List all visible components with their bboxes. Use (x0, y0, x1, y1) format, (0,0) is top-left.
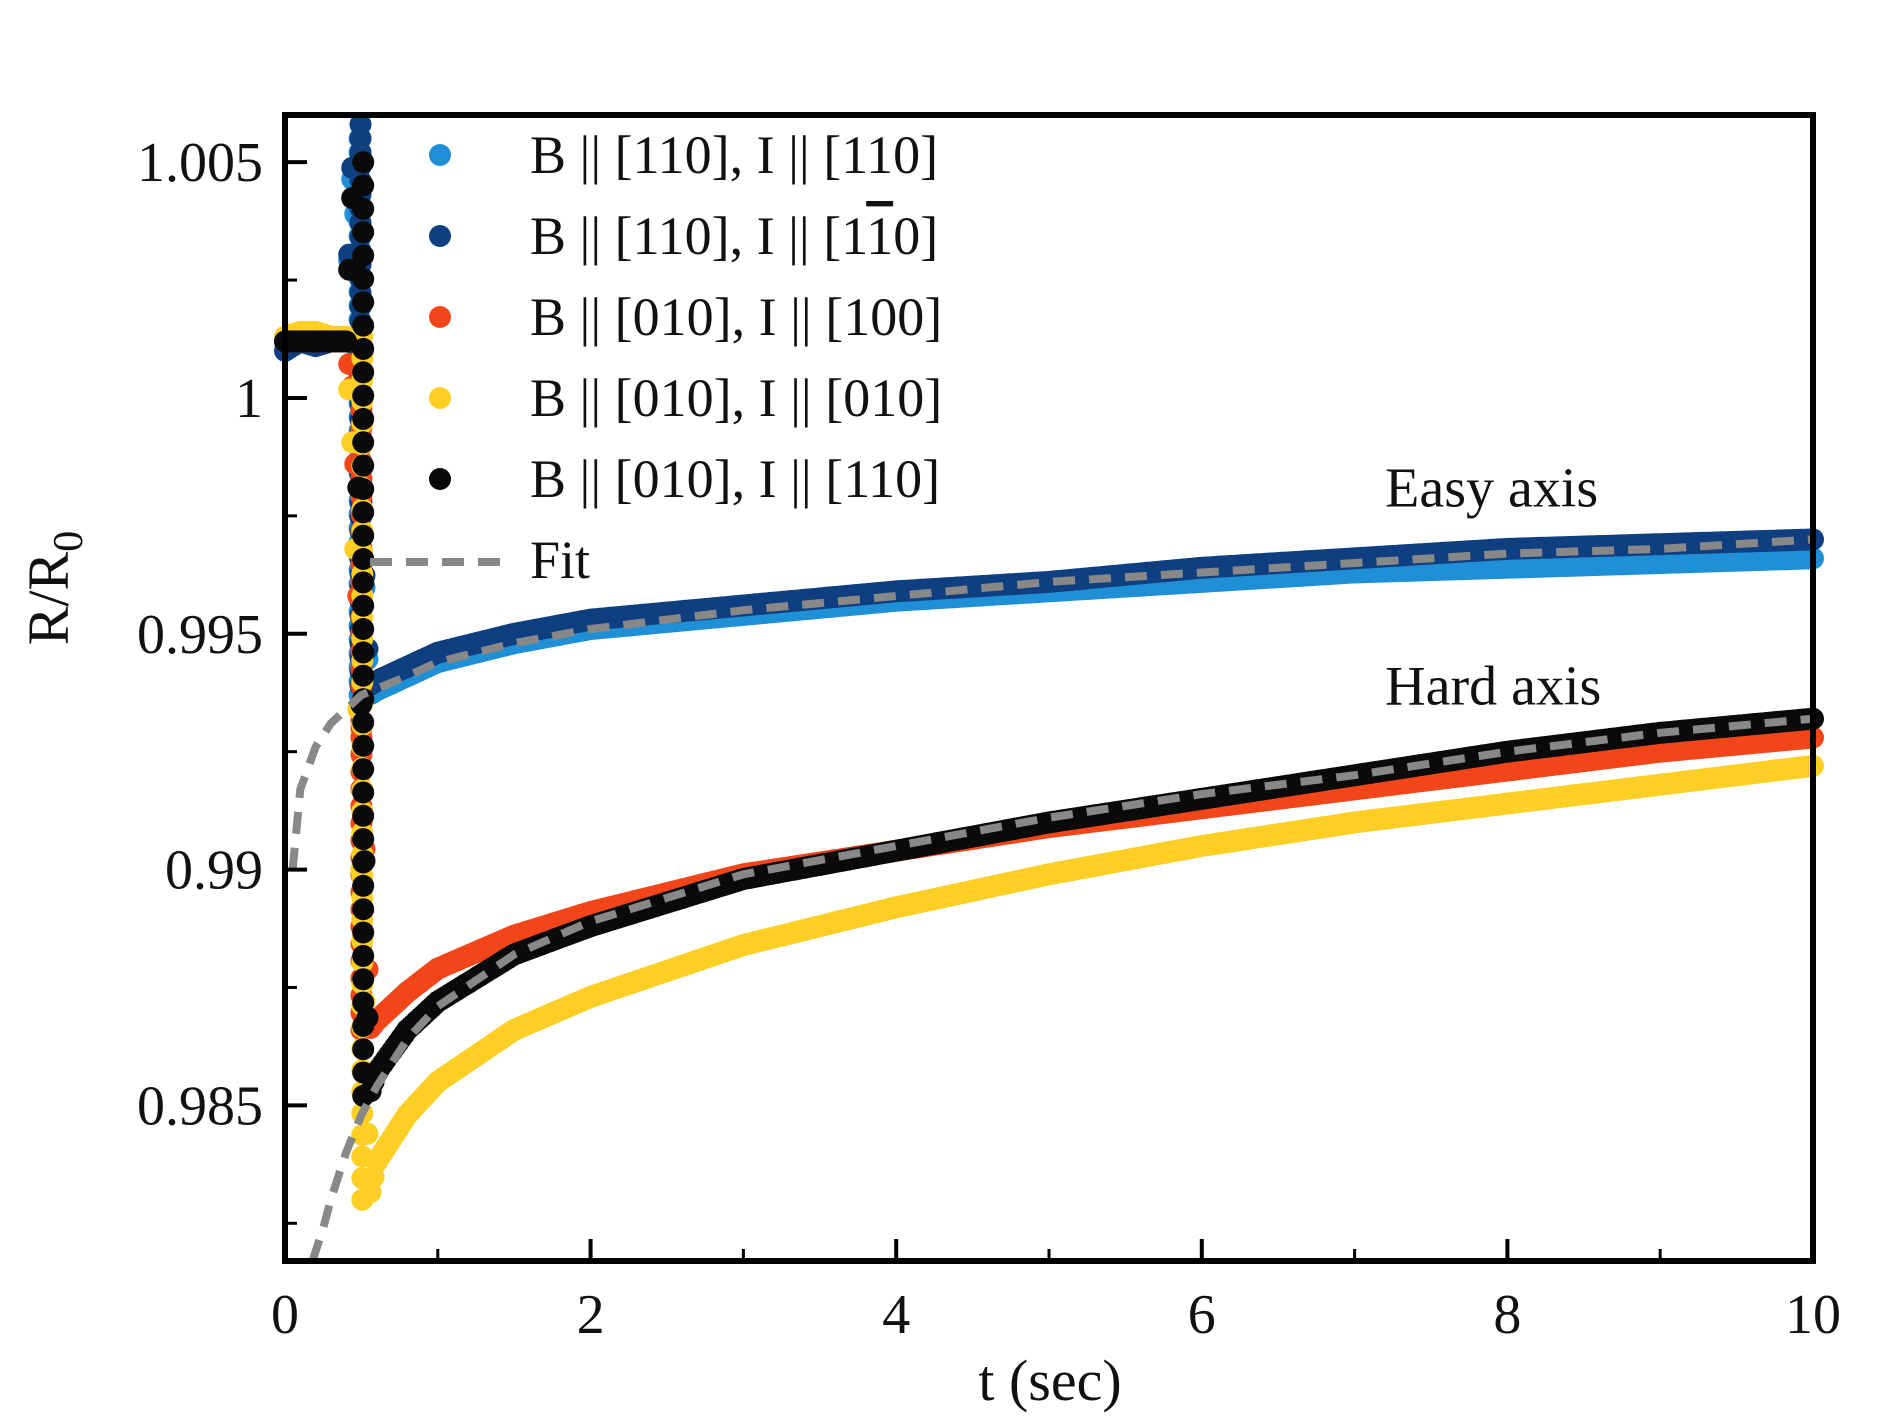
series-4-point (352, 548, 375, 570)
legend-marker (429, 144, 451, 166)
series-3-point (351, 1188, 374, 1211)
series-4-point (352, 501, 375, 524)
y-tick-label: 0.995 (137, 604, 263, 666)
fit-curve-1 (308, 714, 1814, 1263)
series-4-point (352, 898, 375, 921)
series-4-point (352, 174, 375, 197)
legend-label: Fit (530, 530, 590, 590)
legend-entry: B || [010], I || [110] (429, 449, 940, 509)
series-4-point (352, 734, 375, 757)
y-axis-title-main: R/R (16, 551, 81, 645)
legend-entry: B || [110], I || [110] (429, 125, 938, 185)
x-axis-title: t (sec) (978, 1348, 1121, 1413)
series-4-point (352, 244, 375, 267)
legend: B || [110], I || [110] B || [110], I || [… (370, 125, 942, 590)
series-4-point (352, 921, 375, 944)
x-tick-label: 6 (1188, 1284, 1216, 1346)
series-4-point (352, 454, 375, 477)
series-4-point (352, 524, 375, 547)
series-4-point (352, 711, 375, 734)
legend-label: B || [010], I || [110] (530, 449, 940, 509)
series-4-point (352, 314, 375, 337)
series-4-point (352, 781, 375, 804)
series-4-point (352, 991, 375, 1014)
series-4-point (352, 594, 375, 617)
series-4-point (352, 804, 375, 827)
legend-marker (429, 306, 451, 328)
series-4-point (352, 291, 375, 314)
tick-layer: 0 2 4 6 8 10 0.985 0.99 0.995 1 1.005 (137, 132, 1841, 1346)
series-4-point (352, 267, 375, 290)
y-tick-label: 0.99 (165, 840, 263, 902)
legend-entry: B || [110], I || [110] (429, 206, 938, 266)
series-4-point (352, 664, 375, 687)
plot-frame (282, 112, 1816, 1264)
series-4-point (352, 478, 375, 500)
y-axis-title-subscript: 0 (46, 531, 92, 552)
series-4-point (352, 874, 375, 897)
series-4-point (352, 851, 375, 874)
legend-label: B || [110], I || [110] (530, 125, 938, 185)
x-tick-label: 4 (882, 1284, 910, 1346)
legend-entry: B || [010], I || [100] (429, 287, 942, 347)
series-4-point (352, 571, 375, 594)
series-4-point (352, 197, 375, 220)
series-3-point (351, 1124, 374, 1146)
series-4-point (352, 1084, 375, 1107)
series-4-point (352, 407, 375, 430)
series-3-point (351, 1167, 374, 1190)
axis-titles: t (sec) R/R0 (16, 531, 1122, 1413)
legend-label: B || [010], I || [100] (530, 287, 942, 347)
x-tick-label: 2 (577, 1284, 605, 1346)
legend-entry: Fit (370, 530, 590, 590)
y-tick-label: 1 (235, 368, 263, 430)
annotations: Easy axis Hard axis (1385, 457, 1601, 717)
series-4-point (352, 221, 375, 244)
series-3 (274, 320, 1824, 1211)
series-4-point (352, 431, 375, 454)
y-tick-label: 1.005 (137, 132, 263, 194)
series-4-point (352, 1061, 375, 1084)
legend-label: B || [110], I || [110] (530, 206, 938, 266)
series-4-point (352, 1014, 375, 1037)
y-tick-label: 0.985 (137, 1075, 263, 1137)
series-3-point (351, 1145, 374, 1168)
y-axis-title: R/R0 (16, 531, 92, 646)
x-tick-label: 8 (1493, 1284, 1521, 1346)
legend-marker (429, 387, 451, 409)
legend-entry: B || [010], I || [010] (429, 368, 942, 428)
series-4-point (352, 641, 375, 664)
series-4-point (352, 828, 375, 851)
x-tick-label: 10 (1785, 1284, 1841, 1346)
series-4-point (352, 384, 375, 407)
fit-layer (288, 535, 1814, 1263)
legend-label: B || [010], I || [010] (530, 368, 942, 428)
fit-curve-0 (288, 535, 1814, 870)
overline-digit: 1 (866, 206, 893, 266)
annotation-label: Easy axis (1385, 457, 1598, 519)
series-4-point (352, 968, 375, 991)
x-tick-label: 0 (271, 1284, 299, 1346)
series-4-point (352, 151, 375, 174)
annotation-label: Hard axis (1385, 656, 1601, 718)
series-4-point (352, 758, 375, 781)
legend-marker (429, 468, 451, 490)
legend-marker (429, 225, 451, 247)
series-4-point (352, 944, 375, 967)
series-4-point (352, 618, 375, 640)
series-4-point (352, 337, 375, 360)
series-4-point (352, 361, 375, 384)
series-4-point (335, 330, 358, 353)
series-4-point (352, 1038, 375, 1061)
